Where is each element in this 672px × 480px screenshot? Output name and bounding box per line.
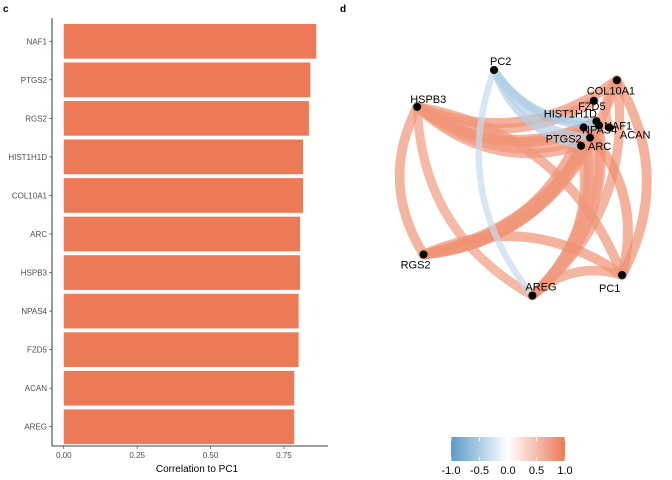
edge-pc1-rgs2 <box>418 231 627 280</box>
bar-hist1h1d <box>63 139 304 175</box>
node-hspb3 <box>413 102 422 111</box>
node-label-hspb3: HSPB3 <box>410 94 446 106</box>
colorbar-tick-label: -1.0 <box>442 465 461 477</box>
network-nodes <box>413 66 626 300</box>
x-axis: 0.00 0.25 0.50 0.75 <box>51 18 328 460</box>
bar-col10a1 <box>63 178 304 213</box>
category-label-rgs2: RGS2 <box>25 114 47 123</box>
category-label-hspb3: HSPB3 <box>21 269 48 278</box>
edge-col10a1-acan <box>601 75 622 133</box>
node-label-arc: ARC <box>588 141 611 153</box>
colorbar-ticks: -1.0 -0.5 0.0 0.5 1.0 <box>442 437 573 477</box>
node-ptgs2 <box>579 123 588 132</box>
category-label-ptgs2: PTGS2 <box>21 76 48 85</box>
category-label-fzd5: FZD5 <box>27 346 48 355</box>
x-tick-label: 0.75 <box>276 451 292 460</box>
node-label-rgs2: RGS2 <box>401 260 431 272</box>
node-label-acan: ACAN <box>620 129 651 141</box>
bar-series <box>63 23 317 445</box>
bar-acan <box>63 370 295 406</box>
edge-pc1-areg <box>527 265 627 301</box>
colorbar-tick-label: 1.0 <box>557 465 572 477</box>
bar-arc <box>63 216 301 252</box>
bar-chart: NAF1 PTGS2 RGS2 HIST1H1D COL10A1 ARC HSPB3 NPAS… <box>8 18 328 475</box>
node-label-fzd5: FZD5 <box>578 101 606 113</box>
category-label-acan: ACAN <box>25 384 47 393</box>
node-acan <box>605 123 614 132</box>
panel-c-tag: c <box>3 4 9 15</box>
node-naf1 <box>594 121 603 130</box>
colorbar-tick-label: 0.5 <box>529 465 544 477</box>
node-label-col10a1: COL10A1 <box>587 85 635 97</box>
bar-fzd5 <box>63 332 299 367</box>
colorbar-tick-label: 0.0 <box>500 465 515 477</box>
x-tick-label: 0.00 <box>56 451 72 460</box>
category-axis-labels: NAF1 PTGS2 RGS2 HIST1H1D COL10A1 ARC HSPB3 NPAS… <box>8 37 52 432</box>
node-label-npas4: NPAS4 <box>582 125 617 137</box>
edge-pc1-col10a1 <box>612 75 652 280</box>
node-pc2 <box>490 66 498 74</box>
node-label-pc1: PC1 <box>599 283 620 295</box>
category-label-areg: AREG <box>24 423 47 432</box>
category-label-hist1h1d: HIST1H1D <box>8 153 47 162</box>
network-edges <box>394 66 652 301</box>
node-npas4 <box>586 133 594 142</box>
edge-pc2-arc <box>490 66 585 150</box>
bar-naf1 <box>63 23 317 59</box>
node-areg <box>528 291 537 300</box>
colorbar-tick-label: -0.5 <box>470 465 489 477</box>
node-label-pc2: PC2 <box>490 56 511 68</box>
node-col10a1 <box>612 76 621 85</box>
category-label-npas4: NPAS4 <box>21 307 47 316</box>
node-pc1 <box>618 271 626 279</box>
edge-pc2-areg <box>475 66 536 299</box>
node-rgs2 <box>419 250 428 259</box>
edge-pc1-hspb3 <box>412 102 627 280</box>
bar-hspb3 <box>63 255 301 290</box>
node-fzd5 <box>589 96 598 105</box>
edge-hspb3-areg <box>412 102 538 301</box>
bar-areg <box>63 409 295 445</box>
color-legend: -1.0 -0.5 0.0 0.5 1.0 <box>442 437 573 477</box>
category-label-naf1: NAF1 <box>27 37 48 46</box>
category-label-arc: ARC <box>30 230 47 239</box>
edge-pc1-ptgs2 <box>578 122 633 280</box>
bar-ptgs2 <box>63 62 311 98</box>
panel-d-tag: d <box>340 4 346 15</box>
x-axis-title: Correlation to PC1 <box>156 464 239 475</box>
node-label-hist1h1d: HIST1H1D <box>544 108 597 120</box>
x-tick-label: 0.50 <box>203 451 219 460</box>
edge-hspb3-rgs2 <box>394 102 429 260</box>
x-tick-label: 0.25 <box>129 451 145 460</box>
edge-hspb3-fzd5 <box>412 95 599 134</box>
node-label-areg: AREG <box>525 282 556 294</box>
bar-npas4 <box>63 293 299 329</box>
node-arc <box>577 141 586 150</box>
node-label-naf1: NAF1 <box>604 120 632 132</box>
node-label-ptgs2: PTGS2 <box>546 133 582 145</box>
bar-rgs2 <box>63 101 309 136</box>
category-label-col10a1: COL10A1 <box>12 191 48 200</box>
